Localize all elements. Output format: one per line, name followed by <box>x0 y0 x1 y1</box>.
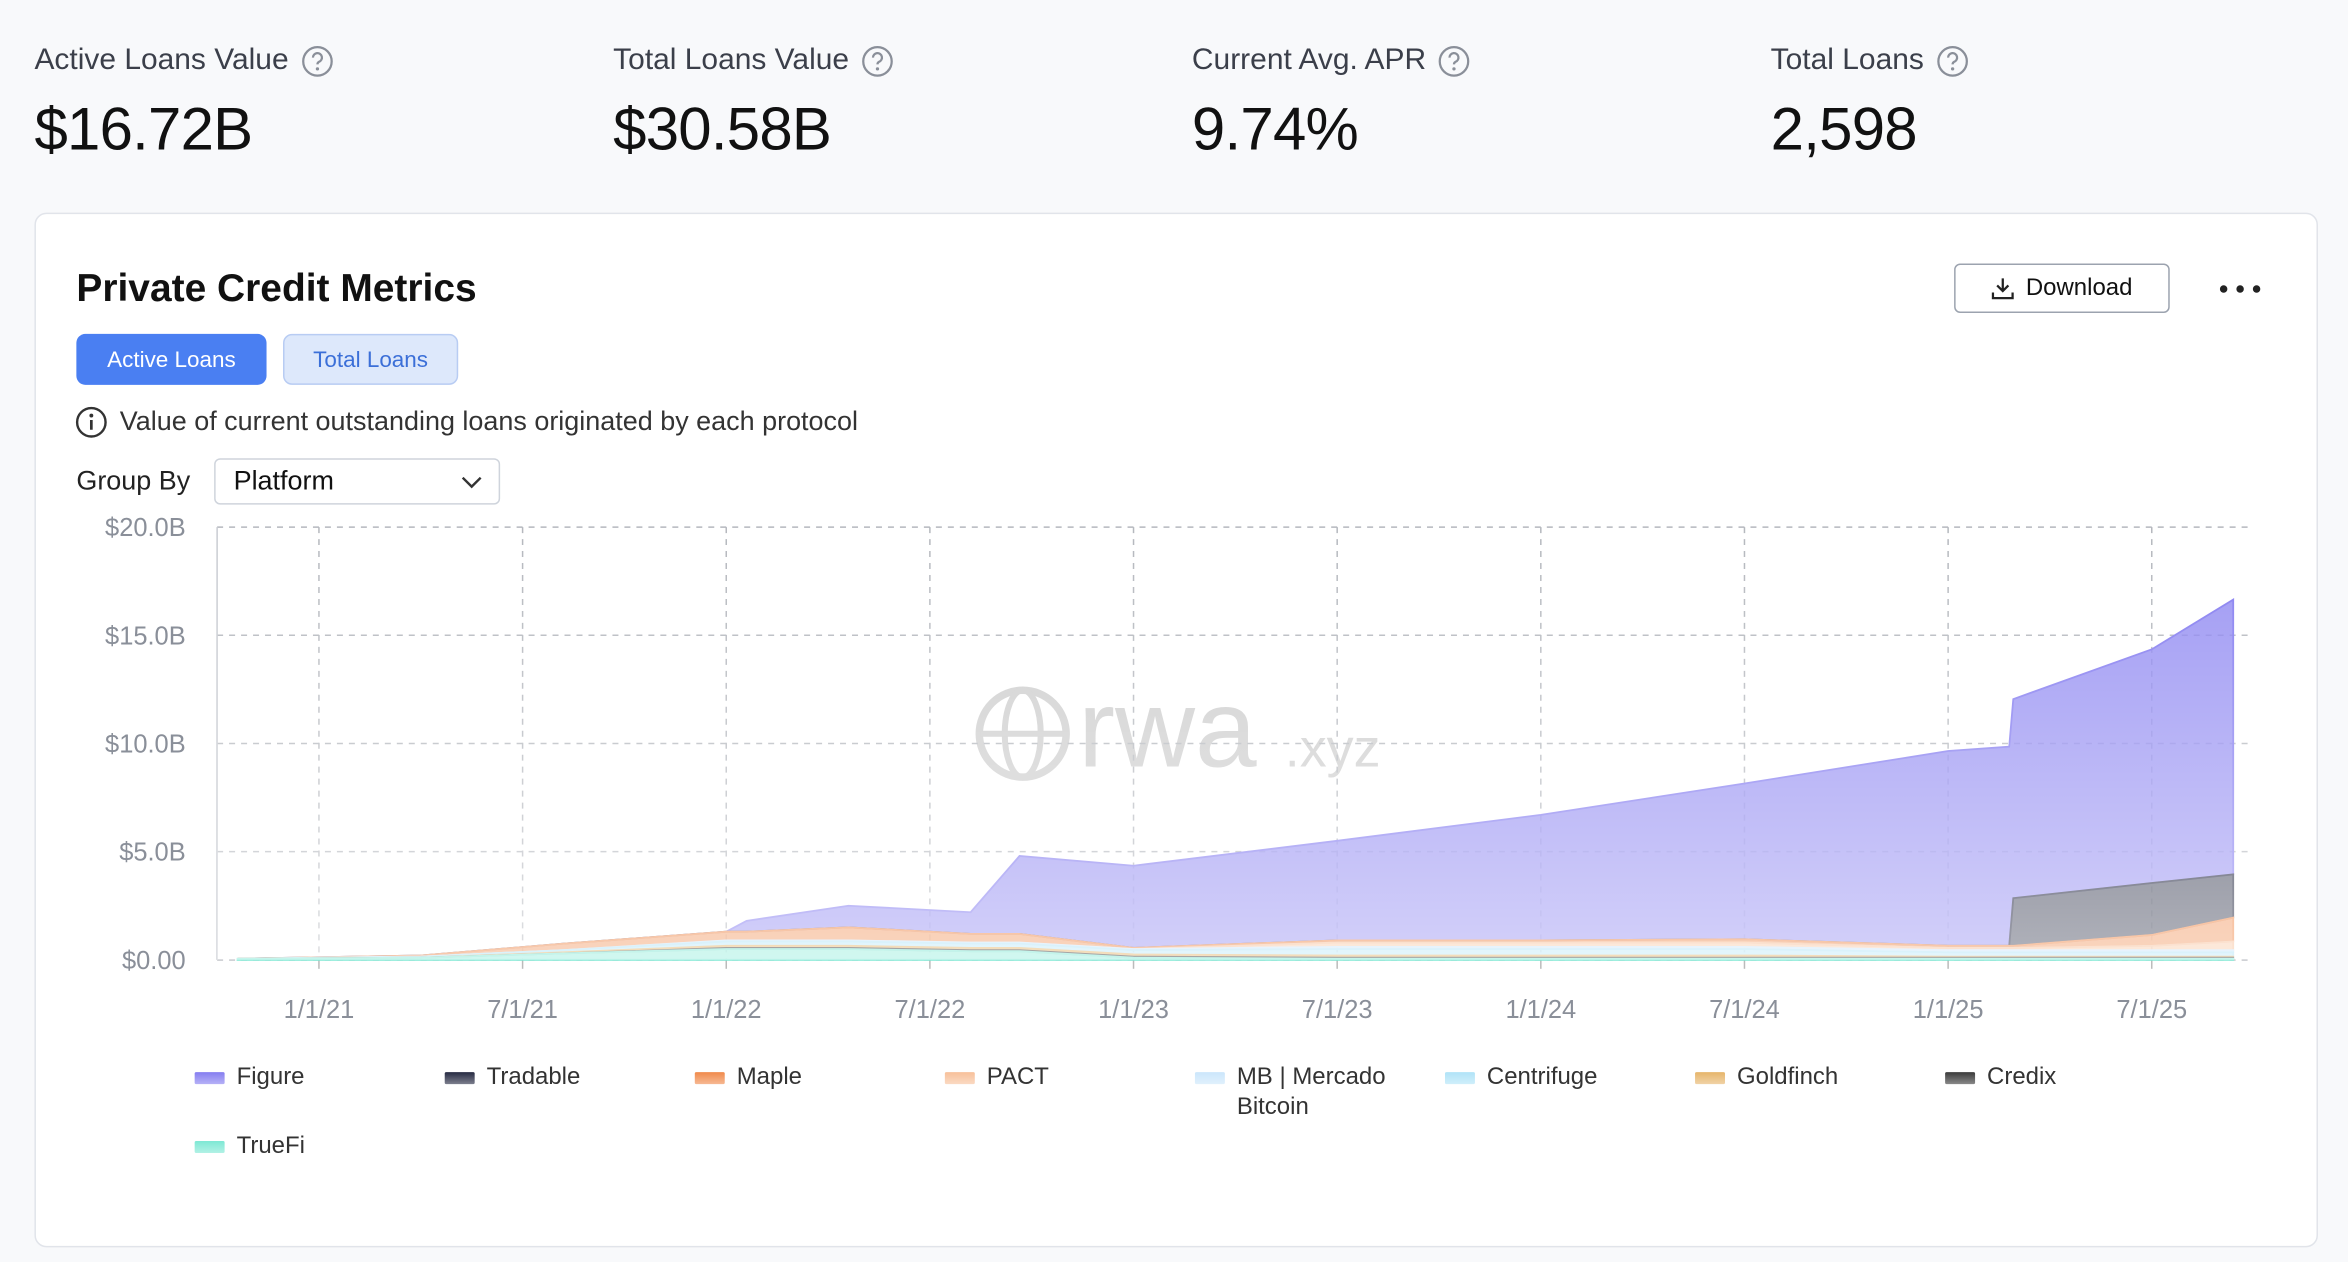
legend-label: Figure <box>236 1064 305 1091</box>
legend-swatch <box>1945 1072 1976 1085</box>
y-tick-label: $5.0B <box>119 839 185 867</box>
legend-label: Goldfinch <box>1736 1064 1839 1091</box>
legend-label: Maple <box>736 1064 802 1091</box>
stat-label-text: Total Loans <box>1770 43 1924 77</box>
legend-label: Centrifuge <box>1486 1064 1598 1091</box>
stat-label: Current Avg. APR <box>1192 43 1471 77</box>
download-label: Download <box>2025 274 2133 301</box>
y-tick-label: $20.0B <box>105 514 186 542</box>
group-by-label: Group By <box>76 465 191 496</box>
stat-value: $16.72B <box>34 97 253 164</box>
help-dot <box>1452 66 1457 70</box>
chevron <box>461 476 482 488</box>
legend-label: MB | Mercado Bitcoin <box>1236 1064 1386 1121</box>
stat-label: Total Loans Value <box>613 43 894 77</box>
help-circle <box>862 45 893 76</box>
legend-label: Credix <box>1987 1064 2057 1091</box>
legend-swatch <box>1444 1072 1475 1085</box>
legend-swatch <box>944 1072 975 1085</box>
stat-value: 2,598 <box>1770 97 1918 164</box>
y-tick-label: $10.0B <box>105 730 186 758</box>
stat-label-text: Active Loans Value <box>34 43 289 77</box>
legend-item: Goldfinch <box>1695 1063 1945 1123</box>
legend: Figure Tradable Maple PACT MB | Mercado Bitc… <box>194 1063 2261 1162</box>
info-icon <box>75 406 107 438</box>
legend-label: PACT <box>986 1064 1049 1091</box>
y-tick-label: $0.00 <box>122 947 186 975</box>
help-mark <box>311 51 323 64</box>
tab-active[interactable]: Active Loans <box>76 333 267 385</box>
help-mark <box>1946 51 1958 64</box>
help-icon <box>1439 45 1470 76</box>
group-by-value: Platform <box>233 465 334 496</box>
help-icon <box>301 45 333 76</box>
stat-label: Active Loans Value <box>34 43 333 77</box>
x-tick-label: 1/1/23 <box>1098 996 1169 1024</box>
help-circle <box>301 45 333 76</box>
x-tick-label: 1/1/24 <box>1505 996 1576 1024</box>
legend-item: MB | Mercado Bitcoin <box>1194 1063 1445 1123</box>
description: Value of current outstanding loans origi… <box>119 405 859 436</box>
legend-swatch <box>194 1141 225 1153</box>
stat-label: Total Loans <box>1771 43 1969 77</box>
help-mark <box>1448 51 1461 64</box>
help-dot <box>1950 66 1954 70</box>
legend-swatch <box>444 1072 475 1085</box>
download-icon <box>1991 278 2014 300</box>
legend-item: Tradable <box>444 1063 695 1123</box>
y-tick-label: $15.0B <box>105 622 186 650</box>
x-tick-label: 1/1/25 <box>1913 996 1984 1024</box>
panel-title: Private Credit Metrics <box>76 265 477 310</box>
legend-swatch <box>694 1072 725 1085</box>
legend-item: Maple <box>694 1063 945 1123</box>
chart: rwa.xyz$0.00$5.0B$10.0B$15.0B$20.0B1/1/2… <box>105 514 2254 1024</box>
legend-item: Figure <box>194 1063 445 1123</box>
help-dot <box>315 66 319 70</box>
x-tick-label: 7/1/22 <box>895 996 966 1024</box>
tab[interactable]: Total Loans <box>283 333 459 385</box>
legend-item: Credix <box>1945 1063 2195 1123</box>
legend-swatch <box>1695 1072 1726 1085</box>
help-circle <box>1439 45 1470 76</box>
x-tick-label: 7/1/23 <box>1302 996 1373 1024</box>
legend-item: TrueFi <box>194 1132 445 1162</box>
group-by-select[interactable]: Platform <box>214 458 501 505</box>
legend-item: PACT <box>944 1063 1195 1123</box>
x-tick-label: 1/1/21 <box>284 996 355 1024</box>
help-circle <box>1936 45 1968 76</box>
download-button[interactable]: Download <box>1954 263 2170 313</box>
more-menu[interactable] <box>2216 277 2264 301</box>
legend-label: TrueFi <box>236 1133 305 1159</box>
area-fade <box>217 527 2254 960</box>
legend-swatch <box>1194 1072 1225 1085</box>
legend-label: Tradable <box>486 1064 581 1091</box>
help-dot <box>875 66 880 70</box>
x-tick-label: 7/1/25 <box>2116 996 2187 1024</box>
help-icon <box>1936 45 1968 76</box>
x-tick-label: 1/1/22 <box>691 996 762 1024</box>
legend-item: Centrifuge <box>1444 1063 1695 1123</box>
stat-label-text: Current Avg. APR <box>1191 43 1427 77</box>
help-icon <box>862 45 893 76</box>
stat-label-text: Total Loans Value <box>613 43 850 77</box>
help-mark <box>871 51 884 64</box>
stat-value: 9.74% <box>1191 97 1359 164</box>
x-tick-label: 7/1/24 <box>1709 996 1780 1024</box>
legend-swatch <box>194 1072 225 1085</box>
x-tick-label: 7/1/21 <box>487 996 558 1024</box>
stat-value: $30.58B <box>613 97 832 164</box>
